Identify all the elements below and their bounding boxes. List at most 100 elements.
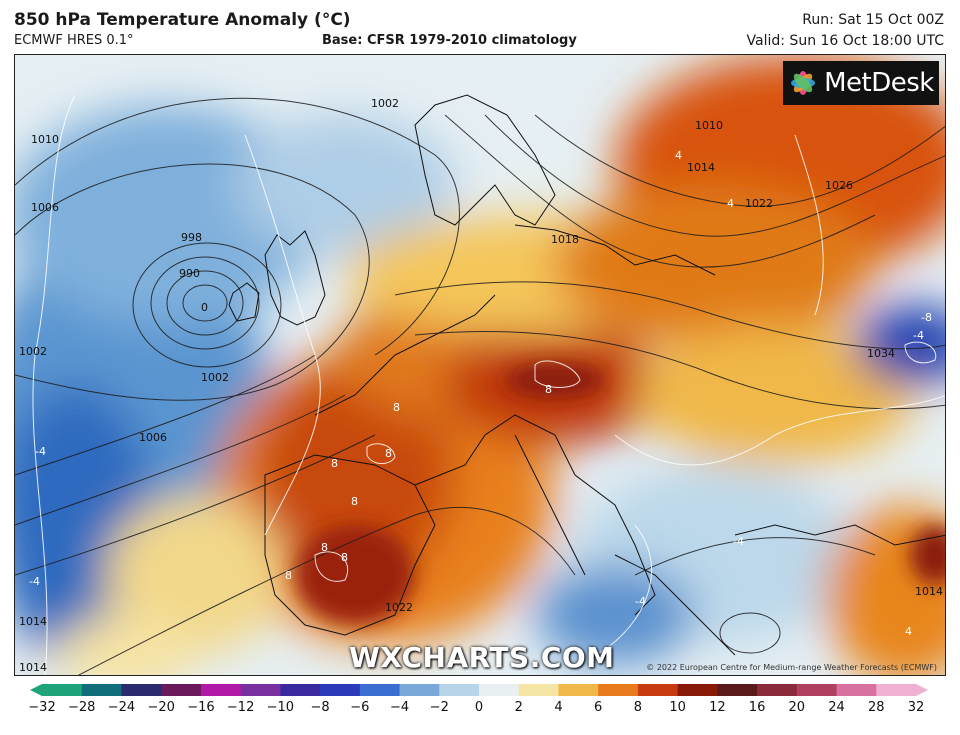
metdesk-logo: MetDesk (783, 61, 939, 105)
colorbar-tick-label: 24 (828, 700, 845, 715)
anomaly-label: 4 (675, 149, 682, 162)
anomaly-label: 8 (331, 457, 338, 470)
copyright-notice: © 2022 European Centre for Medium-range … (646, 663, 937, 672)
colorbar-tick-label: −8 (310, 700, 330, 715)
colorbar-tick-label: −16 (187, 700, 215, 715)
anomaly-label: 8 (545, 383, 552, 396)
colorbar-segment (280, 684, 321, 696)
anomaly-label: 8 (385, 447, 392, 460)
isobar-label: 1018 (551, 233, 579, 246)
anomaly-label: -4 (35, 445, 46, 458)
chart-title: 850 hPa Temperature Anomaly (°C) (14, 10, 351, 30)
isobars (15, 97, 945, 675)
valid-time: Valid: Sun 16 Oct 18:00 UTC (746, 33, 944, 49)
isobar-label: 1022 (745, 197, 773, 210)
isobar-label: 1014 (687, 161, 715, 174)
colorbar-segment (836, 684, 877, 696)
colorbar-segment (637, 684, 679, 696)
colorbar-segment (439, 684, 480, 696)
anomaly-label: 8 (351, 495, 358, 508)
isobar-label: 1034 (867, 347, 895, 360)
colorbar-max-arrow (916, 684, 928, 696)
anomaly-contours (32, 94, 945, 675)
anomaly-labels: 8 8 8 8 8 8 8 8 -8 -4 -4 -4 -4 -4 4 4 4 (29, 149, 932, 638)
colorbar-tick-label: −32 (28, 700, 56, 715)
colorbar-tick-label: 4 (554, 700, 563, 715)
colorbar-segment (399, 684, 440, 696)
isobar-label: 1006 (31, 201, 59, 214)
colorbar-tick-label: 20 (788, 700, 806, 715)
colorbar-segment (796, 684, 838, 696)
anomaly-label: 4 (727, 197, 734, 210)
isobar-label: 1022 (385, 601, 413, 614)
isobar-label: 1014 (915, 585, 943, 598)
anomaly-label: -4 (29, 575, 40, 588)
colorbar-segment (558, 684, 599, 696)
anomaly-label: 4 (905, 625, 912, 638)
colorbar-min-arrow (30, 684, 42, 696)
isobar-label: 1002 (19, 345, 47, 358)
anomaly-label: 8 (321, 541, 328, 554)
metdesk-logo-icon (791, 71, 816, 95)
colorbar-tick-label: −4 (389, 700, 410, 715)
colorbar-tick-label: −12 (226, 700, 255, 715)
anomaly-label: -4 (913, 329, 924, 342)
anomaly-label: -4 (733, 535, 744, 548)
isobar-labels: 998 1002 990 1006 1002 1006 1002 1010 10… (19, 97, 943, 674)
colorbar-segment (240, 684, 281, 696)
isobar-label: 1006 (139, 431, 167, 444)
colorbar-segment (359, 684, 401, 696)
anomaly-map: 998 1002 990 1006 1002 1006 1002 1010 10… (14, 54, 946, 676)
isobar-label: 990 (179, 267, 200, 280)
isobar-label: 1014 (19, 661, 47, 674)
colorbar (30, 684, 928, 696)
colorbar-segment (121, 684, 162, 696)
anomaly-label: 8 (341, 551, 348, 564)
anomaly-field (15, 55, 945, 675)
map-canvas: 998 1002 990 1006 1002 1006 1002 1010 10… (15, 55, 945, 675)
metdesk-logo-text: MetDesk (824, 68, 934, 98)
isobar-label: 1026 (825, 179, 853, 192)
colorbar-segment (598, 684, 639, 696)
colorbar-tick-label: 12 (709, 700, 726, 715)
isobar-label: 1010 (31, 133, 59, 146)
isobar-label: 1010 (695, 119, 723, 132)
colorbar-tick-label: −2 (429, 700, 449, 715)
colorbar-tick-label: 0 (474, 700, 484, 715)
anomaly-label: -4 (635, 595, 646, 608)
colorbar-tick-label: −10 (266, 700, 295, 715)
colorbar-tick-label: 6 (594, 700, 603, 715)
colorbar-segment (42, 684, 83, 696)
colorbar-segment (518, 684, 560, 696)
isobar-label: 998 (181, 231, 202, 244)
colorbar-tick-label: 2 (514, 700, 523, 715)
colorbar-segment (717, 684, 758, 696)
isobar-label: 1002 (371, 97, 399, 110)
isobar-label: 1014 (19, 615, 47, 628)
anomaly-label: -8 (921, 311, 932, 324)
anomaly-label: 8 (285, 569, 292, 582)
model-name: ECMWF HRES 0.1° (14, 33, 134, 48)
colorbar-segment (81, 684, 123, 696)
colorbar-tick-label: −20 (147, 700, 175, 715)
colorbar-tick-label: 32 (907, 700, 925, 715)
climatology-base: Base: CFSR 1979-2010 climatology (322, 33, 577, 48)
low-center-label: 0 (201, 301, 208, 314)
colorbar-tick-label: 16 (748, 700, 766, 715)
colorbar-labels: −32 −28 −24 −20 −16 −12 −10 −8 −6 −4 −2 0 2 4 6 8 10 12 16… (0, 700, 960, 720)
colorbar-tick-label: 10 (669, 700, 686, 715)
colorbar-segment (161, 684, 202, 696)
colorbar-tick-label: 28 (867, 700, 885, 715)
colorbar-tick-label: −28 (68, 700, 96, 715)
run-time: Run: Sat 15 Oct 00Z (802, 12, 944, 28)
colorbar-tick-label: 8 (633, 700, 643, 715)
anomaly-label: 8 (393, 401, 400, 414)
wxcharts-watermark: WXCHARTS.COM (349, 641, 615, 674)
colorbar-segment (757, 684, 798, 696)
colorbar-tick-label: −6 (350, 700, 370, 715)
colorbar-segment (876, 684, 917, 696)
colorbar-segment (677, 684, 718, 696)
isobar-label: 1002 (201, 371, 229, 384)
colorbar-tick-label: −24 (107, 700, 136, 715)
colorbar-segment (479, 684, 520, 696)
